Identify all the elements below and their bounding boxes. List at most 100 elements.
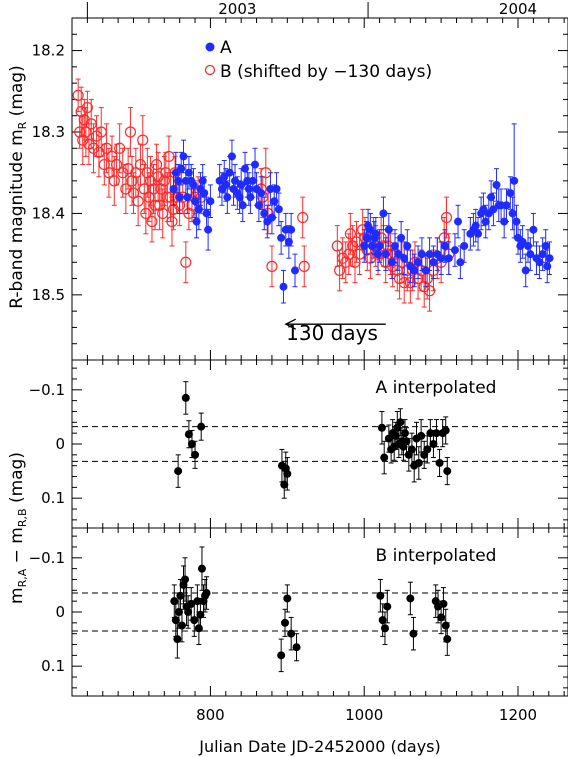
- series-a-point-69: [394, 250, 403, 259]
- a-interp-point-3: [187, 440, 196, 448]
- series-a-point-82: [440, 242, 449, 250]
- a-interp-point-19: [396, 418, 405, 427]
- series-a-point-65: [381, 250, 390, 259]
- a-interp-point-9: [283, 469, 292, 478]
- series-b-point-27: [132, 195, 144, 207]
- b-interp-point-4: [176, 591, 185, 600]
- series-a-point-87: [460, 242, 469, 250]
- middle-panel-axis-ticks: [72, 360, 568, 528]
- middle-panel-y-tick-labels: −0.1 0 0.1: [29, 381, 65, 507]
- bottom-panel-label: B interpolated: [376, 546, 497, 566]
- series-a-point-105: [510, 176, 519, 185]
- ylabel-unit: (mag): [7, 65, 27, 121]
- year-label-2004: 2004: [499, 0, 537, 18]
- middle-panel-points: [174, 381, 452, 499]
- x-tick-label-2: 1200: [499, 706, 537, 724]
- y-tick-label-top-1: 18.3: [32, 123, 65, 141]
- legend: A B (shifted by −130 days): [204, 38, 432, 82]
- b-interp-point-18: [202, 589, 211, 598]
- b-interp-point-21: [283, 594, 292, 603]
- shift-arrow: [284, 318, 386, 330]
- y-tick-label-top-3: 18.5: [32, 286, 65, 304]
- series-a-point-17: [202, 209, 211, 218]
- top-panel-y-tick-labels: 18.2 18.3 18.4 18.5: [32, 42, 65, 304]
- series-b-point-64: [266, 260, 278, 272]
- series-b-point-48: [166, 215, 178, 228]
- series-a-point-66: [384, 225, 393, 234]
- series-a-point-84: [450, 246, 459, 255]
- series-a-point-44: [266, 185, 275, 193]
- series-b-point-18: [111, 158, 123, 171]
- a-interp-point-2: [184, 430, 193, 439]
- series-a-point-19: [206, 197, 215, 206]
- lower-ylabel-sub1: R,A: [16, 568, 29, 587]
- b-interp-point-35: [443, 635, 452, 644]
- series-b-point-54: [180, 256, 192, 268]
- a-interp-point-34: [432, 429, 441, 438]
- series-b-point-108: [440, 211, 453, 224]
- series-b-point-68: [334, 264, 346, 277]
- series-a-point-68: [390, 242, 399, 250]
- series-a-point-23: [221, 180, 230, 189]
- bottom-panel-reference-lines: [72, 592, 568, 632]
- series-a-point-54: [291, 266, 300, 275]
- y-tick-label-mid-2: 0.1: [41, 489, 65, 507]
- series-a-point-32: [238, 201, 247, 210]
- b-interp-point-28: [406, 594, 415, 603]
- series-b-point-23: [124, 126, 137, 138]
- bottom-panel-y-tick-labels: −0.1 0 0.1: [29, 549, 65, 675]
- b-interp-point-26: [380, 624, 389, 633]
- b-interp-point-20: [281, 618, 290, 627]
- b-interp-point-14: [196, 610, 205, 619]
- b-interp-point-23: [292, 643, 301, 652]
- series-a-point-62: [374, 250, 383, 259]
- lower-ylabel-sub2: R,B: [16, 508, 29, 527]
- b-interp-point-19: [277, 651, 286, 660]
- a-interp-point-38: [443, 467, 452, 476]
- ylabel-subscript: R: [16, 121, 29, 129]
- a-interp-point-37: [441, 426, 450, 435]
- top-panel-ylabel: R-band magnitude mR (mag): [7, 65, 29, 308]
- series-a-point-31: [237, 180, 246, 189]
- series-b-point-47: [164, 191, 177, 203]
- series-a-point-67: [387, 258, 396, 267]
- series-a-point-16: [200, 189, 209, 198]
- x-tick-label-1: 1000: [345, 706, 383, 724]
- series-a-point-26: [227, 152, 236, 161]
- b-interp-point-33: [439, 599, 448, 608]
- series-b-point-32: [141, 167, 153, 179]
- b-interp-point-15: [197, 564, 206, 573]
- series-a-point-48: [274, 205, 283, 214]
- a-interp-point-33: [429, 440, 438, 448]
- series-a-points: [169, 123, 554, 304]
- lower-ylabel-unit: (mag): [7, 452, 27, 508]
- series-a-point-47: [272, 185, 281, 193]
- b-interp-point-12: [193, 597, 202, 606]
- series-b-point-70: [340, 256, 352, 268]
- series-a-point-71: [400, 254, 409, 263]
- y-tick-label-bot-1: 0: [55, 603, 65, 621]
- series-a-point-81: [437, 254, 446, 263]
- y-tick-label-mid-1: 0: [55, 435, 65, 453]
- series-a-point-98: [492, 180, 501, 189]
- y-tick-label-bot-0: −0.1: [29, 549, 65, 567]
- middle-panel-reference-lines: [72, 426, 568, 462]
- series-a-point-38: [251, 160, 260, 169]
- series-a-point-61: [371, 229, 380, 238]
- top-panel-axis-ticks: [72, 18, 568, 360]
- lower-panels-ylabel: mR,A − mR,B (mag): [7, 452, 29, 604]
- a-interp-point-11: [380, 453, 389, 462]
- series-a-point-86: [456, 258, 465, 267]
- series-b-point-72: [344, 228, 356, 240]
- x-axis-label: Julian Date JD-2452000 (days): [198, 737, 441, 756]
- series-b-point-31: [140, 207, 152, 220]
- y-tick-label-top-2: 18.4: [32, 204, 65, 222]
- ylabel-main: R-band magnitude m: [7, 129, 27, 308]
- b-interp-point-29: [409, 629, 418, 638]
- a-interp-point-22: [400, 429, 409, 438]
- a-interp-point-31: [423, 445, 432, 454]
- series-a-point-75: [414, 258, 423, 267]
- arrow-head: [284, 318, 297, 330]
- a-interp-point-5: [197, 422, 206, 431]
- series-b-point-0: [72, 89, 84, 101]
